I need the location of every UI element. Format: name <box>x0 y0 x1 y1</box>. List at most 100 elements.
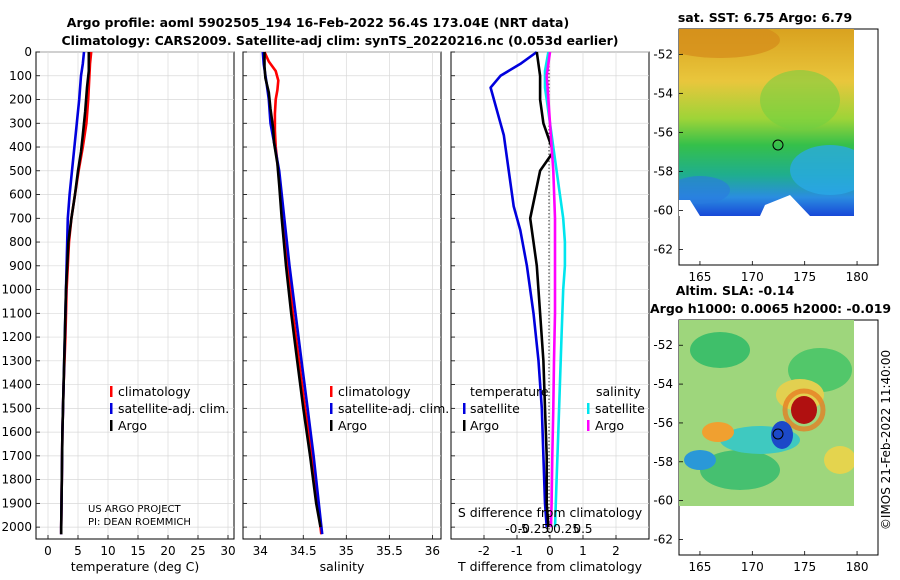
sst-cold-patch-2 <box>679 176 730 204</box>
legend-label-temp-satellite: satellite <box>470 401 520 416</box>
y-tick-label: 1000 <box>1 283 32 297</box>
y-tick-label: 1900 <box>1 496 32 510</box>
project-line2: PI: DEAN ROEMMICH <box>88 517 191 528</box>
x-tick-label: 0 <box>546 544 554 558</box>
map-x-tick-label: 170 <box>741 560 764 574</box>
top-tick-label: -0.5 <box>505 522 528 536</box>
x-tick-label: 35.5 <box>376 544 403 558</box>
x-tick-label: 15 <box>130 544 145 558</box>
legend-swatch-temp-satellite <box>463 403 466 414</box>
temperature-lines <box>59 51 93 535</box>
y-tick-label: 500 <box>9 164 32 178</box>
legend-label-argo: Argo <box>118 418 147 433</box>
series-line-temperature-satellite <box>489 50 548 528</box>
y-tick-label: 1500 <box>1 401 32 415</box>
x-tick-label: -2 <box>478 544 490 558</box>
map-y-tick-label: -58 <box>653 164 673 178</box>
map-y-tick-label: -52 <box>653 338 673 352</box>
salinity-difference-ticks: -0.5-0.250 0.250.5 <box>505 522 592 536</box>
map-x-tick-label: 175 <box>793 560 816 574</box>
map-y-tick-label: -56 <box>653 416 673 430</box>
series-line-argo <box>59 52 91 535</box>
map-y-tick-label: -60 <box>653 203 673 217</box>
map-x-tick-label: 180 <box>846 560 869 574</box>
sla-orange-ring <box>782 388 826 432</box>
x-tick-label: 36 <box>425 544 440 558</box>
salinity-lines <box>261 51 324 535</box>
x-tick-label: 25 <box>190 544 205 558</box>
x-tick-label: 20 <box>160 544 175 558</box>
top-tick-label: -0.25 <box>518 522 549 536</box>
sla-green-blob-3 <box>700 450 780 490</box>
figure-title-line1: Argo profile: aoml 5902505_194 16-Feb-20… <box>67 15 569 31</box>
y-tick-label: 600 <box>9 188 32 202</box>
map-y-tick-label: -56 <box>653 125 673 139</box>
legend-label-sal-satellite: satellite <box>595 401 645 416</box>
imos-watermark: ©IMOS 21-Feb-2022 11:40:00 <box>879 350 893 530</box>
map-y-tick-label: -58 <box>653 455 673 469</box>
difference-xlabel: T difference from climatology <box>457 559 643 574</box>
x-tick-label: 0 <box>44 544 52 558</box>
sla-blue-blob-2 <box>684 450 716 470</box>
sla-red-blob <box>791 396 817 424</box>
map-y-tick-label: -60 <box>653 494 673 508</box>
y-tick-label: 1600 <box>1 425 32 439</box>
map-x-tick-label: 165 <box>688 270 711 284</box>
x-tick-label: 1 <box>579 544 587 558</box>
y-tick-label: 400 <box>9 140 32 154</box>
sla-float-marker <box>772 428 784 440</box>
sst-cold-patch <box>790 145 854 195</box>
legend-label-argo: Argo <box>338 418 367 433</box>
sst-map-title: sat. SST: 6.75 Argo: 6.79 <box>678 10 852 25</box>
legend-swatch-argo <box>110 420 113 431</box>
map-x-tick-label: 170 <box>741 270 764 284</box>
legend-swatch-sal-argo <box>587 420 590 431</box>
sst-map-ticks: 165 170 175 180 -52 -54 -56 -58 -60 -62 <box>653 47 868 284</box>
sla-map-panel: Altim. SLA: -0.14 Argo h1000: 0.0065 h20… <box>650 283 891 574</box>
temperature-ticks: 0100200300400500600700800900100011001200… <box>1 45 235 558</box>
sla-field <box>679 320 854 506</box>
difference-xlabel-top: S difference from climatology <box>458 505 643 520</box>
legend-label-temp-argo: Argo <box>470 418 499 433</box>
x-tick-label: -1 <box>511 544 523 558</box>
x-tick-label: 34 <box>253 544 268 558</box>
y-tick-label: 700 <box>9 211 32 225</box>
map-y-tick-label: -54 <box>653 377 673 391</box>
y-tick-label: 1100 <box>1 306 32 320</box>
salinity-xlabel: salinity <box>320 559 365 574</box>
difference-legend: temperature salinity satellite Argo sate… <box>463 384 645 433</box>
legend-label-climatology: climatology <box>118 384 191 399</box>
map-y-tick-label: -62 <box>653 242 673 256</box>
sla-map-subtitle: Argo h1000: 0.0065 h2000: -0.019 <box>650 301 891 316</box>
y-tick-label: 1400 <box>1 378 32 392</box>
y-tick-label: 100 <box>9 69 32 83</box>
sst-warm-patch <box>679 29 780 58</box>
y-tick-label: 900 <box>9 259 32 273</box>
sla-yellow-blob-2 <box>824 446 854 474</box>
legend-title-salinity: salinity <box>596 384 641 399</box>
legend-label-climatology: climatology <box>338 384 411 399</box>
salinity-panel: 34 34.5 35 35.5 36 salinity climatology sate… <box>242 51 449 574</box>
sla-green-blob-1 <box>690 332 750 368</box>
y-tick-label: 1300 <box>1 354 32 368</box>
sst-float-marker <box>772 139 784 151</box>
legend-label-sal-argo: Argo <box>595 418 624 433</box>
x-tick-label: 30 <box>220 544 235 558</box>
difference-ticks: -2 -1 0 1 2 <box>451 51 620 558</box>
series-line-salinity-satellite <box>543 51 567 528</box>
legend-swatch-satellite <box>110 403 113 414</box>
map-y-tick-label: -62 <box>653 532 673 546</box>
project-line1: US ARGO PROJECT <box>88 504 182 515</box>
series-line-temperature-argo <box>528 51 555 528</box>
map-x-tick-label: 180 <box>846 270 869 284</box>
temperature-legend: climatology satellite-adj. clim. Argo <box>110 384 229 433</box>
y-tick-label: 1700 <box>1 449 32 463</box>
sst-land-gap <box>679 195 810 216</box>
figure-title-line2: Climatology: CARS2009. Satellite-adj cli… <box>61 33 618 49</box>
legend-title-temperature: temperature <box>470 384 549 399</box>
x-tick-label: 5 <box>74 544 82 558</box>
legend-label-satellite: satellite-adj. clim. <box>338 401 449 416</box>
series-line-argo <box>263 52 322 528</box>
temperature-panel: 0100200300400500600700800900100011001200… <box>1 45 235 574</box>
legend-swatch-climatology <box>110 386 113 397</box>
